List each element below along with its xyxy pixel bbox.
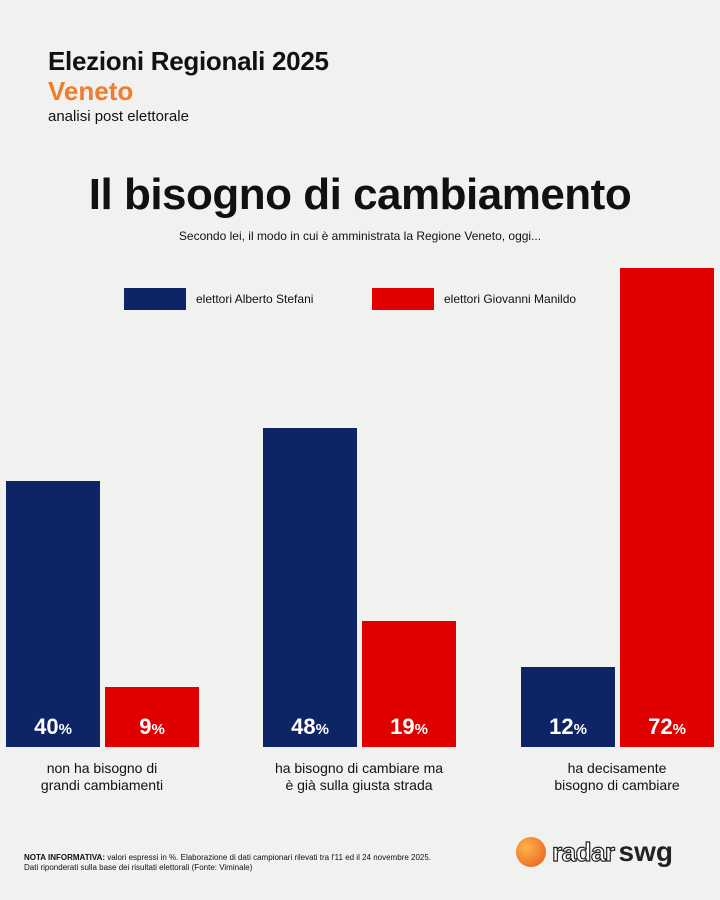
- header-title: Elezioni Regionali 2025: [48, 46, 329, 76]
- chart-title: Il bisogno di cambiamento: [88, 170, 632, 219]
- note-text: valori espressi in %. Elaborazione di da…: [105, 853, 432, 862]
- data-label: 9%: [139, 714, 165, 739]
- logo-radar: radar: [551, 836, 615, 867]
- bar-manildo: [362, 620, 456, 747]
- bar-stefani: [6, 481, 100, 747]
- legend-label: elettori Giovanni Manildo: [444, 292, 577, 306]
- bar-stefani: [521, 667, 615, 747]
- header-region: Veneto: [48, 76, 134, 106]
- footer-note: NOTA INFORMATIVA: valori espressi in %. …: [24, 853, 431, 873]
- chart-subtitle: Secondo lei, il modo in cui è amministra…: [178, 229, 542, 243]
- bar-stefani: [263, 427, 357, 747]
- category-label: non ha bisogno di grandi cambiamenti: [40, 760, 164, 793]
- note-text-2: Dati riponderati sulla base dei risultat…: [24, 863, 253, 872]
- data-label: 72%: [648, 714, 686, 739]
- legend-item-manildo: elettori Giovanni Manildo: [372, 288, 576, 310]
- legend-label: elettori Alberto Stefani: [196, 292, 314, 306]
- radar-swg-logo: radar swg: [516, 836, 673, 868]
- header-subtitle: analisi post elettorale: [48, 108, 189, 125]
- category-label: ha bisogno di cambiare ma è già sulla giu…: [274, 760, 444, 793]
- logo-ball-icon: [516, 837, 546, 867]
- category-label: ha decisamente bisogno di cambiare: [554, 760, 680, 793]
- data-label: 40%: [34, 714, 72, 739]
- legend-item-stefani: elettori Alberto Stefani: [124, 288, 313, 310]
- data-label: 12%: [549, 714, 587, 739]
- bar-manildo: [620, 268, 714, 747]
- bar-manildo: [105, 687, 199, 747]
- logo-swg: swg: [618, 836, 674, 867]
- data-label: 19%: [390, 714, 428, 739]
- legend-swatch: [124, 288, 186, 310]
- note-bold: NOTA INFORMATIVA:: [24, 853, 106, 862]
- data-label: 48%: [291, 714, 329, 739]
- legend-swatch: [372, 288, 434, 310]
